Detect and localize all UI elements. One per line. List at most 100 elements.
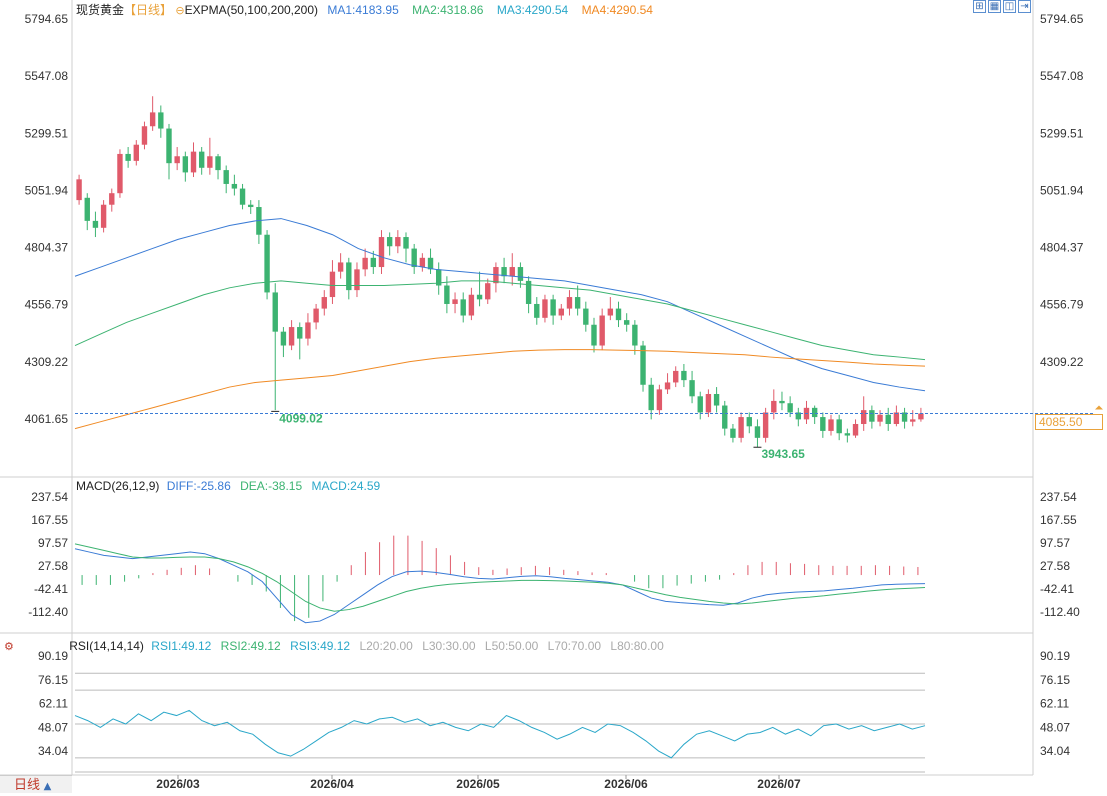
ma-line-ma1 bbox=[74, 218, 926, 392]
candle-body bbox=[811, 407, 818, 418]
macd-tick-right: 237.54 bbox=[1040, 490, 1077, 504]
candle-body bbox=[264, 234, 270, 293]
candle-body bbox=[419, 257, 426, 268]
low-annotation-mar: 4099.02 bbox=[279, 411, 323, 425]
split-icon[interactable]: ◫ bbox=[1003, 0, 1016, 13]
candle-body bbox=[795, 412, 802, 420]
price-tick-right: 5547.08 bbox=[1040, 69, 1084, 83]
candle-body bbox=[100, 204, 107, 228]
l50-value: L50:50.00 bbox=[484, 639, 539, 653]
candle-body bbox=[713, 393, 720, 406]
macd-dea: DEA:-38.15 bbox=[240, 479, 303, 493]
candle-body bbox=[386, 237, 393, 247]
candle-body bbox=[223, 170, 229, 184]
rsi-tick-right: 48.07 bbox=[1040, 720, 1070, 734]
candle-body bbox=[207, 156, 213, 168]
grid-icon[interactable]: ⊞ bbox=[973, 0, 986, 13]
candle-body bbox=[885, 414, 891, 424]
candle-body bbox=[403, 237, 409, 249]
candle-body bbox=[771, 400, 777, 413]
settings-icon[interactable]: ⚙ bbox=[4, 640, 14, 653]
candle-body bbox=[501, 267, 507, 277]
candle-body bbox=[509, 267, 515, 277]
candle-body bbox=[550, 299, 556, 316]
candle-body bbox=[182, 156, 189, 173]
expand-icon[interactable]: ⇥ bbox=[1018, 0, 1031, 13]
candle-body bbox=[615, 308, 622, 321]
candle-body bbox=[877, 414, 883, 422]
candle-body bbox=[844, 433, 851, 436]
period-tag[interactable]: 【日线】 bbox=[124, 3, 173, 17]
candle-body bbox=[297, 327, 303, 339]
rsi-tick-left: 62.11 bbox=[39, 697, 68, 711]
candle-body bbox=[910, 419, 916, 422]
candle-body bbox=[918, 413, 924, 420]
candle-body bbox=[231, 183, 238, 189]
candle-body bbox=[623, 320, 630, 325]
rsi-tick-left: 34.04 bbox=[38, 744, 68, 758]
macd-tick-left: -112.40 bbox=[28, 605, 68, 619]
macd-name: MACD(26,12,9) bbox=[76, 479, 160, 493]
candle-body bbox=[215, 156, 221, 171]
candle-body bbox=[378, 237, 385, 268]
price-tick-left: 4804.37 bbox=[25, 241, 69, 255]
x-axis-label: 2026/03 bbox=[156, 777, 200, 791]
candle-body bbox=[248, 204, 254, 208]
candle-body bbox=[583, 308, 589, 325]
price-tick-left: 5299.51 bbox=[25, 126, 69, 140]
rsi1-value: RSI1:49.12 bbox=[151, 639, 212, 653]
candle-body bbox=[395, 237, 401, 247]
candle-body bbox=[149, 112, 156, 127]
candle-body bbox=[337, 262, 344, 272]
candle-body bbox=[305, 322, 311, 339]
rsi-tick-left: 76.15 bbox=[38, 673, 68, 687]
rsi-line bbox=[74, 709, 926, 759]
candle-body bbox=[697, 396, 703, 413]
macd-tick-left: 167.55 bbox=[31, 513, 68, 527]
candle-body bbox=[476, 294, 483, 300]
candle-body bbox=[174, 156, 180, 164]
candle-body bbox=[664, 382, 671, 390]
rsi-tick-left: 48.07 bbox=[38, 720, 68, 734]
ma4-value: MA4:4290.54 bbox=[581, 3, 653, 17]
candle-body bbox=[411, 248, 417, 268]
candle-body bbox=[893, 412, 900, 424]
price-tick-left: 5794.65 bbox=[25, 12, 69, 26]
chart-header: 现货黄金【日线】 ⊖EXPMA(50,100,200,200) MA1:4183… bbox=[76, 3, 653, 18]
candle-body bbox=[288, 327, 295, 346]
rsi-tick-left: 90.19 bbox=[38, 649, 68, 663]
candle-body bbox=[436, 269, 442, 286]
candle-body bbox=[779, 400, 785, 404]
price-tick-right: 5794.65 bbox=[1040, 12, 1084, 26]
candle-body bbox=[346, 262, 352, 291]
l20-value: L20:20.00 bbox=[359, 639, 413, 653]
candle-body bbox=[607, 308, 614, 316]
macd-tick-right: 27.58 bbox=[1040, 559, 1070, 573]
x-axis-label: 2026/06 bbox=[604, 777, 648, 791]
layout-icon[interactable]: ▦ bbox=[988, 0, 1001, 13]
candle-body bbox=[901, 412, 908, 422]
price-tick-left: 4556.79 bbox=[25, 298, 69, 312]
candle-body bbox=[166, 128, 172, 164]
candle-body bbox=[272, 292, 278, 332]
candle-body bbox=[362, 257, 368, 270]
price-tick-right: 5051.94 bbox=[1040, 183, 1084, 197]
candle-body bbox=[239, 188, 246, 205]
candle-body bbox=[673, 370, 679, 383]
toggle-icon[interactable]: ⊖ bbox=[175, 4, 185, 17]
macd-tick-left: 97.57 bbox=[38, 536, 68, 550]
period-button[interactable]: 日线 ▲ bbox=[0, 775, 72, 793]
candle-body bbox=[517, 267, 524, 281]
macd-value: MACD:24.59 bbox=[311, 479, 381, 493]
caret-up-icon: ▲ bbox=[43, 781, 52, 792]
candle-body bbox=[836, 419, 842, 434]
macd-header: MACD(26,12,9) DIFF:-25.86 DEA:-38.15 MAC… bbox=[76, 479, 380, 493]
candle-body bbox=[869, 410, 875, 422]
candle-body bbox=[109, 193, 115, 205]
candle-body bbox=[542, 299, 548, 318]
indicator-name: EXPMA(50,100,200,200) bbox=[184, 3, 319, 17]
rsi-tick-right: 34.04 bbox=[1040, 744, 1070, 758]
candle-body bbox=[125, 153, 131, 161]
macd-tick-left: -42.41 bbox=[34, 582, 68, 596]
l80-value: L80:80.00 bbox=[610, 639, 664, 653]
